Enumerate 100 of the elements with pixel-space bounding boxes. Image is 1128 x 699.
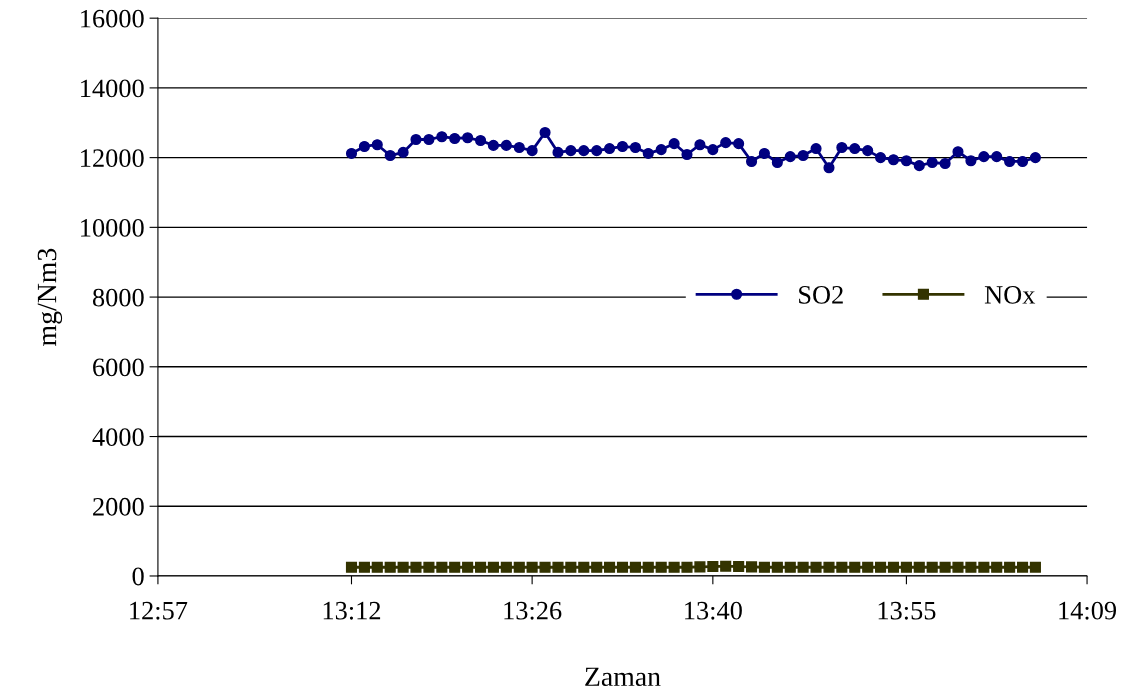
point <box>604 561 616 573</box>
point <box>797 561 809 573</box>
point <box>926 156 938 169</box>
point <box>616 140 629 153</box>
point <box>629 141 641 154</box>
point <box>436 561 448 573</box>
point <box>1029 152 1041 164</box>
point <box>668 138 680 150</box>
point <box>487 561 499 573</box>
point <box>345 147 358 159</box>
y-tick-label: 12000 <box>81 149 144 168</box>
point <box>810 143 822 155</box>
point <box>694 561 706 573</box>
point <box>913 561 925 573</box>
point <box>358 140 370 153</box>
point <box>810 561 822 573</box>
point <box>758 561 770 573</box>
point <box>939 561 951 573</box>
point <box>707 561 719 573</box>
point <box>629 561 641 573</box>
point <box>939 157 951 170</box>
point <box>565 145 577 157</box>
x-tick-label: 12:57 <box>130 601 188 620</box>
x-tick-label: 13:55 <box>878 601 936 620</box>
point <box>771 561 783 573</box>
point <box>862 561 874 573</box>
legend-label: SO2 <box>799 286 843 304</box>
y-axis-title: mg/Nm3 <box>37 248 63 346</box>
x-axis-title: Zaman <box>585 667 661 687</box>
point <box>423 133 435 146</box>
point <box>475 561 487 573</box>
point <box>604 143 616 155</box>
point <box>397 146 409 158</box>
point <box>707 144 719 156</box>
point <box>874 561 887 573</box>
point <box>513 141 525 154</box>
point <box>1016 561 1029 573</box>
point <box>642 561 654 573</box>
point <box>965 561 977 573</box>
point <box>578 145 590 157</box>
point <box>462 132 474 144</box>
point <box>449 561 461 573</box>
point <box>784 561 796 573</box>
point <box>475 134 487 147</box>
point <box>436 131 448 143</box>
x-tick-label: 13:12 <box>323 601 381 620</box>
point <box>771 156 783 169</box>
point <box>358 561 370 573</box>
point <box>552 561 564 573</box>
point <box>578 561 590 573</box>
x-tick-label: 14:09 <box>1059 601 1117 620</box>
y-tick-label: 6000 <box>93 358 144 377</box>
point <box>668 561 680 573</box>
point <box>874 152 887 164</box>
point <box>410 561 422 573</box>
legend-label: NOx <box>984 286 1036 304</box>
point <box>823 162 835 174</box>
point <box>746 561 758 573</box>
point <box>526 145 538 157</box>
y-tick-label: 0 <box>132 567 144 586</box>
point <box>681 561 693 573</box>
point <box>887 561 900 573</box>
point <box>487 139 499 151</box>
point <box>836 561 848 573</box>
y-tick-label: 2000 <box>93 497 144 516</box>
point <box>913 160 925 172</box>
point <box>823 561 835 573</box>
y-tick-label: 16000 <box>81 9 144 28</box>
point <box>862 145 874 157</box>
point <box>952 561 964 573</box>
point <box>694 139 706 151</box>
point <box>642 147 654 159</box>
y-tick-label: 8000 <box>92 288 144 307</box>
point <box>746 155 758 168</box>
point <box>720 560 732 572</box>
point <box>655 561 667 573</box>
point <box>616 561 629 573</box>
point <box>539 126 551 139</box>
point <box>1029 561 1041 573</box>
point <box>449 132 461 145</box>
point <box>797 149 809 162</box>
point <box>1004 155 1016 168</box>
point <box>345 561 358 573</box>
point <box>462 561 474 573</box>
point <box>513 561 525 573</box>
point <box>681 148 693 161</box>
point <box>500 561 512 573</box>
point <box>978 151 990 163</box>
x-tick-label: 13:26 <box>504 601 562 620</box>
y-tick-label: 14000 <box>81 79 144 98</box>
point <box>720 137 732 149</box>
point <box>565 561 577 573</box>
point <box>849 143 861 155</box>
y-tick-label: 10000 <box>81 218 144 237</box>
point <box>926 561 938 573</box>
point <box>500 139 512 151</box>
point <box>952 146 964 158</box>
point <box>410 133 422 146</box>
point <box>371 561 383 573</box>
point <box>397 561 409 573</box>
